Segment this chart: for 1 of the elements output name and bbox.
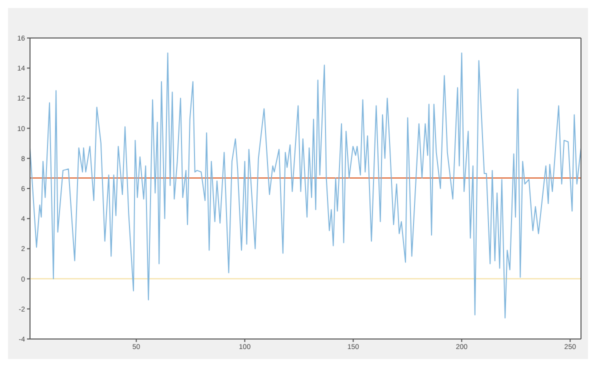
line-series — [30, 52, 581, 318]
